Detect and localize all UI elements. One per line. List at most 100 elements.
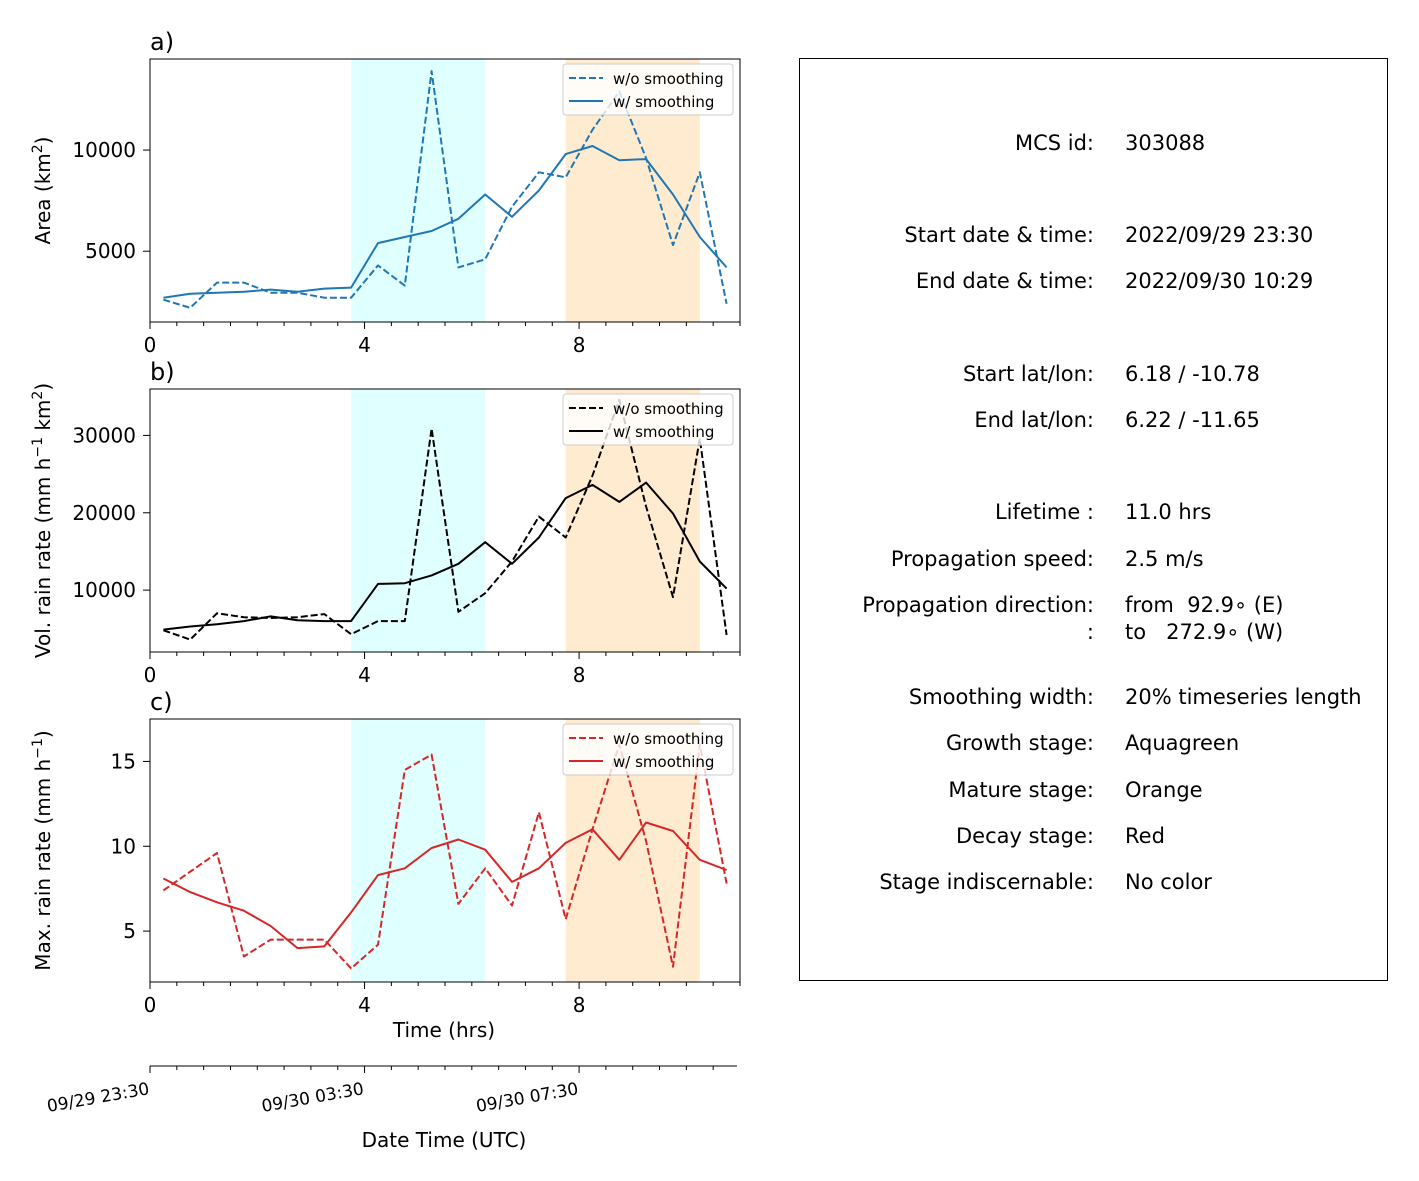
date-tick-label: 09/29 23:30 xyxy=(46,1079,151,1117)
y-tick-label: 5000 xyxy=(85,239,136,263)
info-row-mature: Mature stage: Orange xyxy=(800,778,1389,806)
legend: w/o smoothing w/ smoothing xyxy=(562,63,734,116)
legend-entry-label: w/ smoothing xyxy=(613,423,714,441)
smoothing-label: Smoothing width: xyxy=(908,685,1094,709)
panel-3: 0 4 8 5 10 15 c) Max. rain rate (mm h−1) Time (h… xyxy=(30,688,741,1042)
legend-box xyxy=(562,393,734,446)
series-raw-line xyxy=(163,70,728,309)
panel-label: a) xyxy=(150,28,174,56)
x-tick-label: 4 xyxy=(358,993,371,1017)
info-row-indiscernable: Stage indiscernable: No color xyxy=(800,870,1389,898)
panel-label: b) xyxy=(150,358,175,386)
y-axis-label-superscript: −1 xyxy=(30,437,46,458)
y-tick-label: 10 xyxy=(111,834,136,858)
growth-stage-band xyxy=(351,719,486,982)
series-raw-line xyxy=(162,743,728,970)
x-tick-label: 0 xyxy=(144,333,157,357)
x-tick-label: 8 xyxy=(573,663,586,687)
y-tick-label: 10000 xyxy=(72,578,136,602)
direction-label: Propagation direction: xyxy=(862,593,1094,617)
legend-box xyxy=(562,63,734,116)
start-time-label: Start date & time: xyxy=(904,223,1094,247)
info-row-speed: Propagation speed: 2.5 m/s xyxy=(800,547,1389,575)
legend-entry-label: w/o smoothing xyxy=(613,730,724,748)
y-axis-label-part: Area (km xyxy=(31,153,55,244)
mcs-id-value: 303088 xyxy=(1125,131,1206,155)
info-row-mcs-id: MCS id: 303088 xyxy=(800,131,1389,159)
x-tick-label: 0 xyxy=(144,993,157,1017)
info-panel: MCS id: 303088 Start date & time: 2022/0… xyxy=(799,58,1388,981)
legend-entry-label: w/o smoothing xyxy=(613,70,724,88)
info-row-start-time: Start date & time: 2022/09/29 23:30 xyxy=(800,223,1389,251)
lifetime-label: Lifetime : xyxy=(994,500,1094,524)
y-axis-label-part: Max. rain rate (mm h xyxy=(31,759,55,971)
series-smoothed-line xyxy=(162,821,727,950)
info-row-growth: Growth stage: Aquagreen xyxy=(800,731,1389,759)
start-latlon-label: Start lat/lon: xyxy=(962,362,1094,386)
info-row-direction: Propagation direction: from 92.9∘ (E) xyxy=(800,593,1389,621)
y-tick-label: 10000 xyxy=(72,138,136,162)
direction-to-value: to 272.9∘ (W) xyxy=(1125,620,1284,644)
info-row-smoothing: Smoothing width: 20% timeseries length xyxy=(800,685,1389,713)
lifetime-value: 11.0 hrs xyxy=(1125,500,1212,524)
legend: w/o smoothing w/ smoothing xyxy=(562,723,734,776)
mature-value: Orange xyxy=(1125,778,1203,802)
end-latlon-value: 6.22 / -11.65 xyxy=(1125,408,1260,432)
speed-value: 2.5 m/s xyxy=(1125,547,1204,571)
smoothing-value: 20% timeseries length xyxy=(1125,685,1362,709)
legend-box xyxy=(562,723,734,776)
end-time-value: 2022/09/30 10:29 xyxy=(1125,269,1314,293)
info-row-direction-to: : to 272.9∘ (W) xyxy=(800,620,1389,648)
indiscernable-label: Stage indiscernable: xyxy=(879,870,1094,894)
x-tick-label: 4 xyxy=(358,663,371,687)
info-row-end-time: End date & time: 2022/09/30 10:29 xyxy=(800,269,1389,297)
info-row-end-latlon: End lat/lon: 6.22 / -11.65 xyxy=(800,408,1389,436)
direction-label-2: : xyxy=(1086,620,1094,644)
panel-1: 0 4 8 5000 10000 a) Area (km2) w/o smoothing w/ … xyxy=(30,28,741,357)
decay-value: Red xyxy=(1125,824,1165,848)
legend-entry-label: w/o smoothing xyxy=(613,400,724,418)
y-axis-label: Area (km2) xyxy=(30,137,55,245)
date-axis: 09/29 23:30 09/30 03:30 09/30 07:30 Date Ti… xyxy=(46,1065,737,1152)
panel-label: c) xyxy=(150,688,173,716)
speed-label: Propagation speed: xyxy=(890,547,1094,571)
date-tick-label: 09/30 03:30 xyxy=(260,1079,365,1117)
y-axis-label-part: Vol. rain rate (mm h xyxy=(31,458,55,659)
y-axis-label-superscript: −1 xyxy=(30,738,46,759)
y-tick-label: 30000 xyxy=(72,423,136,447)
start-latlon-value: 6.18 / -10.78 xyxy=(1125,362,1260,386)
growth-value: Aquagreen xyxy=(1125,731,1240,755)
direction-from-value: from 92.9∘ (E) xyxy=(1125,593,1284,617)
legend-entry-label: w/ smoothing xyxy=(613,753,714,771)
indiscernable-value: No color xyxy=(1125,870,1212,894)
growth-label: Growth stage: xyxy=(945,731,1094,755)
y-axis-label-superscript: 2 xyxy=(30,144,46,153)
panel-2: 0 4 8 10000 20000 30000 b) Vol. rain rate (mm h… xyxy=(30,358,741,687)
y-axis-label: Vol. rain rate (mm h−1 km2) xyxy=(30,383,55,658)
mcs-id-label: MCS id: xyxy=(1014,131,1094,155)
y-axis-label-part: ) xyxy=(31,383,55,391)
end-latlon-label: End lat/lon: xyxy=(974,408,1094,432)
y-tick-label: 20000 xyxy=(72,501,136,525)
legend-entry-label: w/ smoothing xyxy=(613,93,714,111)
y-axis-label-part: ) xyxy=(31,137,55,145)
growth-stage-band xyxy=(351,59,486,322)
y-axis-label-part: ) xyxy=(31,730,55,738)
y-axis-label-superscript: 2 xyxy=(30,391,46,400)
series-raw-line xyxy=(163,398,728,641)
series-smoothed-line xyxy=(163,145,728,299)
info-row-lifetime: Lifetime : 11.0 hrs xyxy=(800,500,1389,528)
x-tick-label: 0 xyxy=(144,663,157,687)
legend: w/o smoothing w/ smoothing xyxy=(562,393,734,446)
date-axis-label: Date Time (UTC) xyxy=(362,1128,527,1152)
decay-label: Decay stage: xyxy=(956,824,1094,848)
end-time-label: End date & time: xyxy=(915,269,1094,293)
info-row-start-latlon: Start lat/lon: 6.18 / -10.78 xyxy=(800,362,1389,390)
y-tick-label: 15 xyxy=(111,749,136,773)
x-tick-label: 8 xyxy=(573,333,586,357)
x-tick-label: 8 xyxy=(573,993,586,1017)
y-axis-label-part: km xyxy=(31,400,55,437)
x-axis-label: Time (hrs) xyxy=(392,1018,495,1042)
y-tick-label: 5 xyxy=(123,919,136,943)
